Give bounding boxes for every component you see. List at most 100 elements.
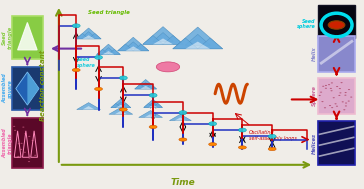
Polygon shape [118,44,133,51]
Polygon shape [175,117,186,121]
Polygon shape [96,44,120,54]
Polygon shape [83,106,95,109]
Circle shape [14,130,16,131]
Circle shape [339,92,341,93]
Ellipse shape [268,147,276,151]
Circle shape [20,143,23,144]
Circle shape [343,109,345,110]
Circle shape [330,88,332,89]
Polygon shape [149,102,158,106]
Text: Seed
triangle: Seed triangle [3,26,13,49]
Polygon shape [88,33,101,39]
Polygon shape [118,37,149,51]
Circle shape [345,105,347,106]
Polygon shape [143,27,183,44]
Circle shape [331,90,333,91]
Polygon shape [143,36,163,44]
FancyBboxPatch shape [12,16,43,60]
Polygon shape [140,86,151,89]
Text: Seed
sphere: Seed sphere [77,57,96,68]
Polygon shape [173,27,223,49]
Ellipse shape [72,68,80,72]
Polygon shape [76,33,89,39]
Ellipse shape [149,125,157,129]
Polygon shape [82,35,95,39]
Polygon shape [108,49,120,54]
Circle shape [179,111,187,115]
Polygon shape [103,48,114,53]
Ellipse shape [209,143,217,146]
Polygon shape [149,105,158,108]
Polygon shape [111,99,131,108]
Text: Seed
sphere: Seed sphere [297,19,316,29]
Circle shape [336,86,338,87]
Polygon shape [198,38,223,49]
Polygon shape [144,99,162,108]
Circle shape [72,24,80,28]
Polygon shape [111,103,121,108]
Circle shape [340,82,343,83]
Polygon shape [103,51,114,54]
Polygon shape [16,72,39,105]
Ellipse shape [119,108,127,111]
Circle shape [338,95,340,96]
Circle shape [28,157,31,159]
Ellipse shape [95,87,103,91]
Circle shape [336,106,338,107]
Polygon shape [116,102,126,106]
Ellipse shape [156,62,180,72]
Polygon shape [121,103,131,108]
Circle shape [329,105,331,106]
Circle shape [328,84,330,85]
Polygon shape [126,46,141,51]
Circle shape [324,107,326,108]
FancyBboxPatch shape [12,118,43,168]
Circle shape [268,134,276,138]
Polygon shape [140,83,151,88]
Polygon shape [169,114,191,121]
FancyBboxPatch shape [318,5,355,38]
Polygon shape [126,42,141,49]
FancyBboxPatch shape [12,67,43,110]
Circle shape [345,102,347,104]
Text: Reaction constant: Reaction constant [40,50,46,121]
Circle shape [350,97,352,98]
Polygon shape [133,44,149,51]
Circle shape [28,161,30,162]
Circle shape [13,126,15,127]
Circle shape [325,85,327,86]
Circle shape [348,89,350,90]
Polygon shape [153,38,173,44]
Circle shape [28,136,30,137]
Circle shape [339,88,341,89]
Circle shape [17,157,19,158]
Ellipse shape [179,138,187,141]
Polygon shape [76,28,101,39]
Polygon shape [173,38,198,49]
Circle shape [238,128,246,132]
Polygon shape [146,84,157,89]
Polygon shape [163,36,183,44]
Circle shape [24,133,27,134]
Polygon shape [77,103,100,109]
FancyBboxPatch shape [318,36,355,72]
Ellipse shape [238,146,246,149]
Polygon shape [153,103,162,108]
Polygon shape [139,111,162,117]
Polygon shape [145,114,157,117]
Circle shape [344,95,347,96]
Polygon shape [96,49,108,54]
Circle shape [17,156,19,157]
Circle shape [209,122,217,126]
Circle shape [328,21,345,29]
FancyBboxPatch shape [318,78,355,114]
Circle shape [320,92,322,93]
Circle shape [119,76,127,80]
Text: Assembled
square: Assembled square [3,74,13,103]
Text: Oscillating
self-assembly loops: Oscillating self-assembly loops [249,130,297,141]
Polygon shape [185,42,210,49]
Circle shape [22,127,24,128]
Circle shape [20,149,22,150]
Polygon shape [116,105,126,108]
Polygon shape [135,79,157,89]
